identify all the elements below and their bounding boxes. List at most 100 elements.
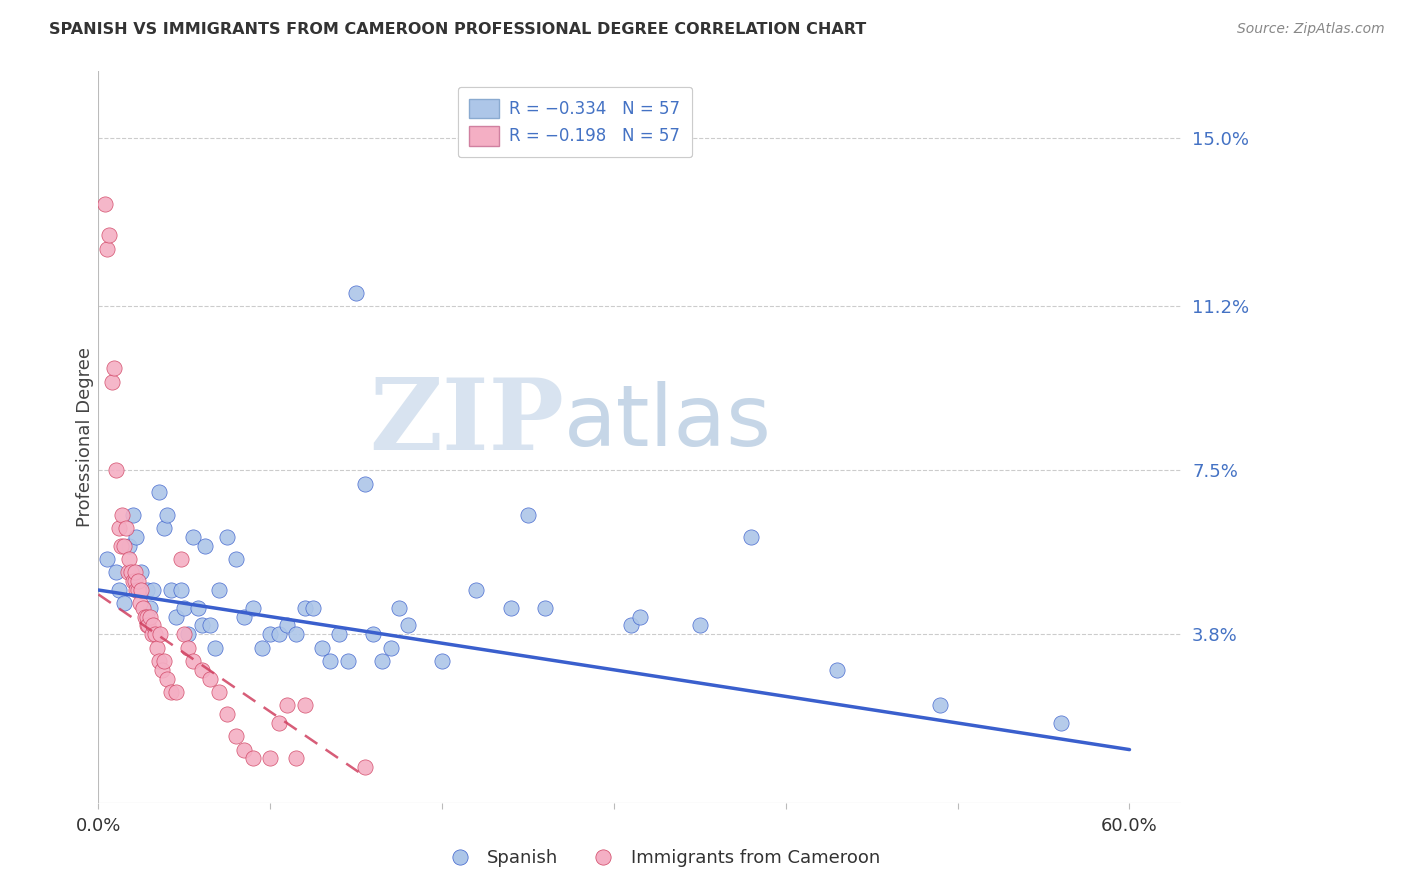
Point — [190, 663, 212, 677]
Point — [517, 508, 540, 522]
Y-axis label: Professional Degree: Professional Degree — [76, 347, 94, 527]
Point — [319, 654, 342, 668]
Point — [135, 609, 157, 624]
Point — [294, 600, 316, 615]
Point — [152, 521, 174, 535]
Point — [285, 751, 308, 765]
Point — [146, 640, 169, 655]
Point — [124, 574, 146, 589]
Point — [117, 566, 139, 580]
Point — [353, 476, 375, 491]
Point — [181, 654, 204, 668]
Point — [250, 640, 273, 655]
Point — [170, 552, 193, 566]
Point — [97, 228, 120, 243]
Point — [139, 609, 162, 624]
Point — [233, 609, 256, 624]
Point — [101, 375, 124, 389]
Point — [380, 640, 402, 655]
Point — [190, 618, 212, 632]
Point — [108, 582, 131, 597]
Point — [194, 539, 217, 553]
Point — [136, 618, 159, 632]
Point — [112, 596, 135, 610]
Text: ZIP: ZIP — [368, 374, 564, 471]
Point — [131, 566, 153, 580]
Point — [115, 521, 138, 535]
Point — [187, 600, 209, 615]
Point — [165, 685, 187, 699]
Point — [217, 530, 239, 544]
Point — [121, 508, 143, 522]
Point — [465, 582, 488, 597]
Point — [142, 618, 165, 632]
Point — [208, 685, 231, 699]
Point — [173, 600, 195, 615]
Point — [159, 582, 181, 597]
Point — [388, 600, 411, 615]
Point — [128, 596, 150, 610]
Point — [499, 600, 522, 615]
Point — [198, 672, 221, 686]
Point — [118, 539, 141, 553]
Text: atlas: atlas — [564, 381, 772, 464]
Point — [328, 627, 350, 641]
Point — [148, 485, 170, 500]
Point — [170, 582, 193, 597]
Point — [135, 618, 157, 632]
Point — [208, 582, 231, 597]
Point — [143, 627, 166, 641]
Point — [242, 600, 264, 615]
Point — [159, 685, 181, 699]
Point — [125, 582, 148, 597]
Point — [94, 197, 117, 211]
Point — [276, 698, 298, 713]
Point — [267, 716, 290, 731]
Point — [740, 530, 762, 544]
Point — [132, 600, 155, 615]
Point — [285, 627, 308, 641]
Point — [276, 618, 298, 632]
Point — [125, 530, 148, 544]
Point — [198, 618, 221, 632]
Point — [165, 609, 187, 624]
Point — [110, 539, 132, 553]
Point — [124, 566, 146, 580]
Point — [628, 609, 651, 624]
Point — [233, 742, 256, 756]
Point — [108, 521, 131, 535]
Point — [112, 539, 135, 553]
Point — [156, 672, 179, 686]
Point — [620, 618, 643, 632]
Point — [148, 654, 170, 668]
Point — [294, 698, 316, 713]
Point — [152, 654, 174, 668]
Point — [141, 627, 163, 641]
Point — [267, 627, 290, 641]
Point — [142, 582, 165, 597]
Point — [118, 552, 141, 566]
Point — [259, 751, 281, 765]
Point — [396, 618, 419, 632]
Point — [96, 242, 118, 256]
Point — [929, 698, 952, 713]
Point — [127, 582, 149, 597]
Point — [371, 654, 394, 668]
Point — [225, 552, 247, 566]
Point — [353, 760, 375, 774]
Point — [217, 707, 239, 722]
Point — [149, 627, 172, 641]
Point — [135, 582, 157, 597]
Point — [150, 663, 173, 677]
Point — [344, 285, 367, 300]
Point — [120, 566, 142, 580]
Point — [156, 508, 179, 522]
Point — [534, 600, 557, 615]
Point — [363, 627, 385, 641]
Point — [181, 530, 204, 544]
Point — [127, 574, 149, 589]
Point — [173, 627, 195, 641]
Point — [177, 627, 200, 641]
Point — [302, 600, 325, 615]
Text: Source: ZipAtlas.com: Source: ZipAtlas.com — [1237, 22, 1385, 37]
